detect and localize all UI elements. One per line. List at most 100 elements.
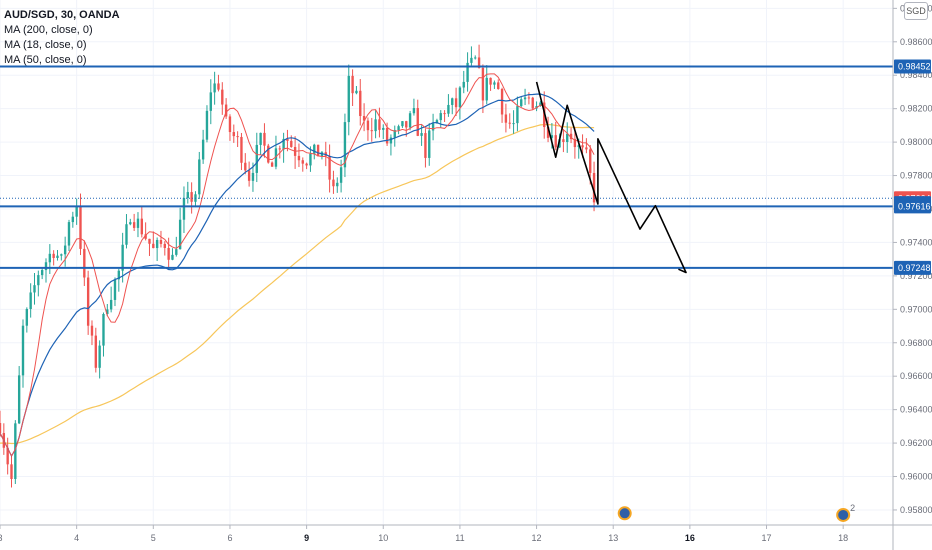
candle-body-66	[251, 172, 255, 181]
candle-body-101	[385, 127, 389, 144]
price-tick-label-6: 0.97000	[900, 304, 932, 314]
candle-body-133	[508, 122, 511, 124]
level-tag-0-text: 0.98452	[898, 62, 931, 72]
candle-body-149	[569, 133, 573, 140]
candle-body-54	[205, 110, 209, 140]
candle-body-102	[389, 137, 393, 144]
candle-body-26	[98, 345, 101, 368]
time-axis[interactable]: 3 4 5 6 9 10 11 12 13 16 17 18	[0, 524, 932, 543]
candle-body-30	[113, 279, 117, 300]
grid-lines	[0, 0, 893, 525]
candle-body-31	[117, 270, 120, 280]
indicator-ma200[interactable]: MA (200, close, 0)	[4, 24, 93, 36]
candle-body-52	[198, 159, 201, 195]
candle-body-6	[21, 325, 25, 376]
time-tick-label-6: 11	[455, 533, 464, 543]
candle-body-117	[447, 104, 450, 114]
time-tick-label-2: 5	[151, 533, 156, 543]
candle-body-123	[470, 57, 473, 63]
candle-body-17	[63, 245, 67, 255]
candle-body-78	[297, 155, 301, 161]
candle-body-39	[148, 238, 151, 244]
candle-body-154	[589, 149, 592, 173]
candle-body-81	[309, 153, 312, 166]
ma200-series	[0, 123, 595, 445]
candle-body-106	[405, 121, 408, 128]
event-markers[interactable]: 2	[617, 503, 855, 522]
candle-body-45	[171, 254, 174, 260]
candle-body-95	[362, 116, 366, 121]
candle-body-108	[412, 108, 416, 114]
level-tag-2-text: 0.97248	[898, 263, 931, 273]
candle-body-112	[428, 130, 431, 158]
candle-body-96	[366, 120, 370, 131]
price-tick-label-4: 0.96600	[900, 371, 932, 381]
candle-body-137	[523, 97, 527, 100]
time-tick-label-10: 17	[762, 533, 772, 543]
candle-body-29	[109, 299, 113, 310]
candle-body-148	[566, 133, 569, 142]
candle-body-109	[416, 108, 419, 136]
candle-body-88	[336, 182, 339, 187]
candle-body-37	[140, 218, 143, 235]
currency-label[interactable]: SGD	[904, 2, 928, 20]
candle-body-32	[121, 244, 124, 271]
candle-body-22	[83, 248, 86, 278]
symbol-title[interactable]: AUD/SGD, 30, OANDA	[4, 9, 120, 21]
candle-body-83	[316, 144, 320, 157]
candle-body-110	[420, 133, 423, 136]
candle-body-91	[347, 75, 350, 123]
price-tick-label-1: 0.96000	[900, 472, 932, 482]
event-marker-count-1: 2	[850, 503, 855, 513]
event-marker-1	[838, 509, 849, 520]
candle-body-59	[224, 104, 228, 117]
candle-body-80	[305, 163, 308, 166]
price-tick-label-13: 0.98400	[900, 70, 932, 80]
indicator-ma50[interactable]: MA (50, close, 0)	[4, 54, 87, 66]
candle-body-14	[52, 253, 55, 258]
candle-body-2	[6, 447, 9, 465]
candle-body-43	[163, 243, 166, 248]
candle-body-147	[562, 139, 565, 142]
price-tick-label-14: 0.98600	[900, 37, 932, 47]
horizontal-levels[interactable]	[0, 65, 893, 269]
time-tick-label-8: 13	[608, 533, 618, 543]
candle-body-124	[474, 57, 477, 59]
candle-body-58	[221, 89, 224, 105]
time-tick-label-3: 6	[227, 533, 232, 543]
candle-body-113	[431, 123, 435, 131]
candle-body-72	[274, 148, 278, 167]
candle-body-47	[178, 219, 182, 250]
projection-path[interactable]	[535, 81, 687, 274]
candle-body-40	[152, 243, 155, 249]
candle-body-98	[374, 119, 377, 132]
price-axis[interactable]: 0.95800 0.96000 0.96200 0.96400 0.96600 0.968…	[892, 0, 932, 550]
candle-body-87	[332, 179, 335, 187]
candle-body-48	[182, 197, 186, 220]
candle-body-9	[33, 285, 36, 293]
candle-body-89	[339, 167, 343, 183]
price-tick-label-7: 0.97200	[900, 271, 932, 281]
time-tick-label-7: 12	[532, 533, 542, 543]
candle-body-56	[213, 83, 216, 93]
candle-body-69	[263, 132, 266, 146]
candle-body-134	[512, 123, 515, 125]
candle-body-116	[443, 113, 446, 115]
candle-body-68	[259, 132, 262, 145]
candle-body-10	[37, 275, 40, 286]
candle-body-114	[435, 120, 439, 124]
indicator-ma18[interactable]: MA (18, close, 0)	[4, 39, 87, 51]
candle-body-132	[504, 114, 508, 123]
candle-body-19	[71, 216, 75, 223]
candle-body-94	[359, 90, 362, 117]
candle-body-50	[190, 192, 193, 202]
candle-body-74	[282, 138, 285, 150]
price-tick-label-11: 0.98000	[900, 137, 932, 147]
time-tick-label-9: 16	[685, 533, 695, 543]
candle-body-79	[301, 160, 304, 164]
candle-body-135	[516, 106, 519, 124]
candle-body-128	[489, 77, 492, 85]
candle-body-0	[0, 423, 2, 434]
